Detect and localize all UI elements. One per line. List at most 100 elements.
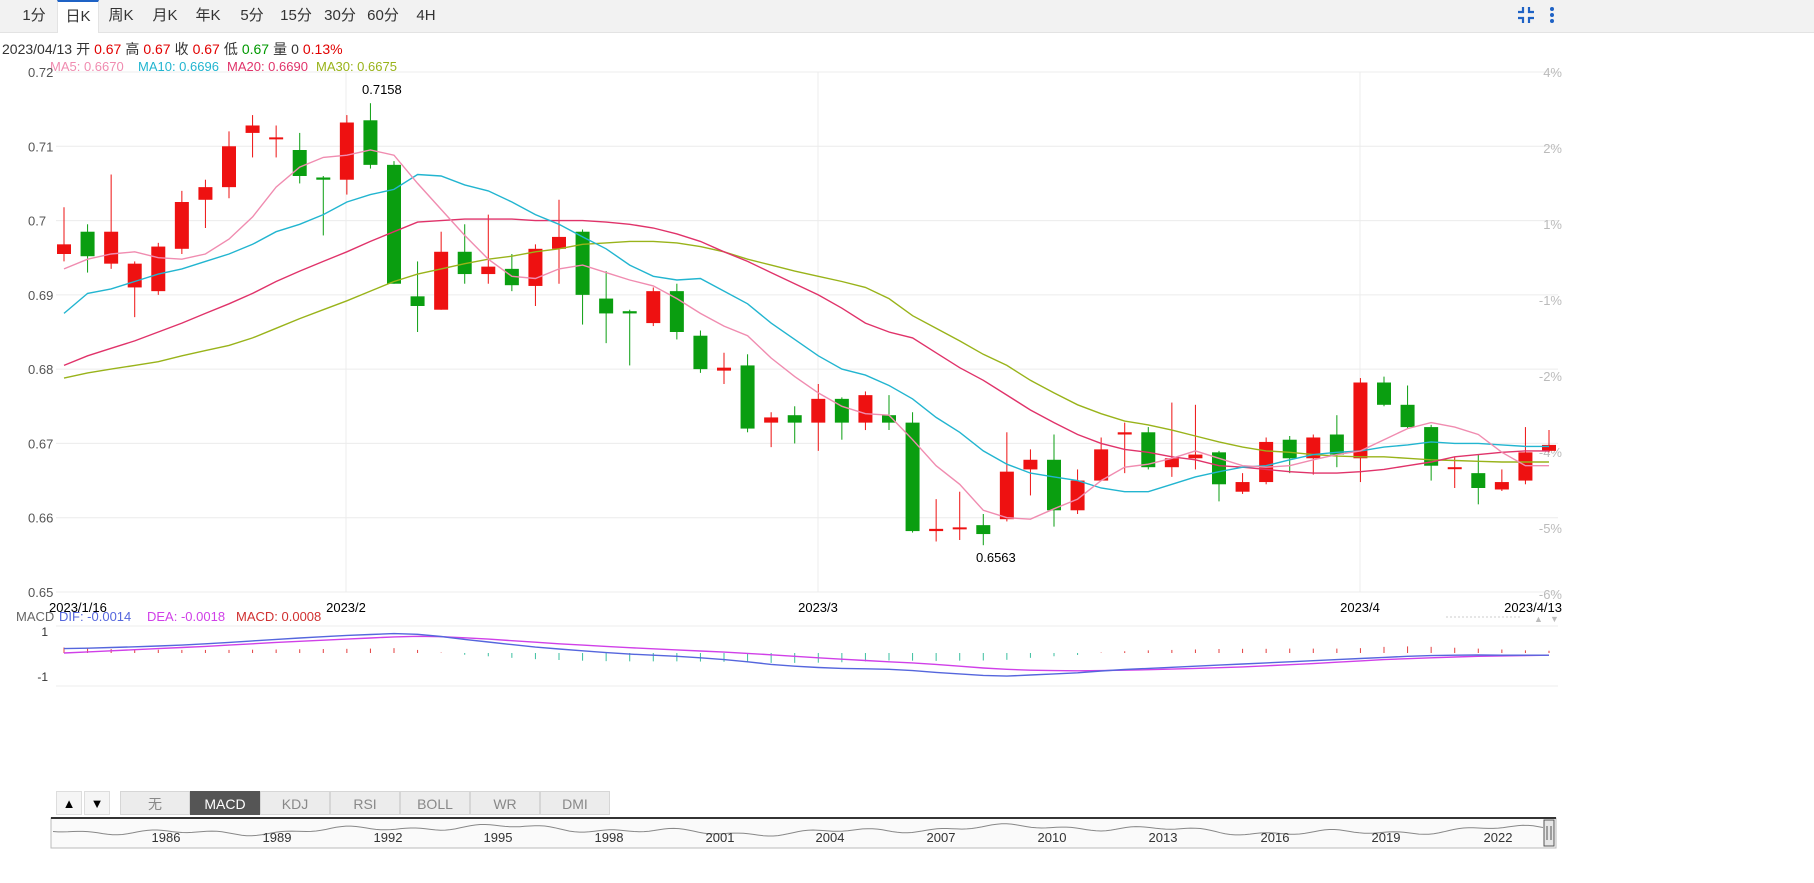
navigator-year-label: 2010 (1038, 830, 1067, 845)
candle-body (174, 202, 189, 249)
y-tick-label: 0.72 (28, 68, 53, 80)
navigator-year-label: 1986 (152, 830, 181, 845)
volume-value: 0 (291, 41, 299, 57)
indicator-tab-rsi[interactable]: RSI (330, 791, 400, 815)
tab-5min[interactable]: 5分 (240, 7, 264, 24)
candlestick-chart[interactable]: 0.72 0.71 0.7 0.69 0.68 0.67 0.66 0.65 4% 2% 1% -1%… (0, 68, 1814, 790)
candle-body (339, 122, 354, 180)
candle-body (316, 177, 331, 180)
candle-body (1353, 382, 1368, 459)
candle-body (1212, 452, 1226, 485)
tab-daily-k[interactable]: 日K (57, 0, 99, 33)
low-annotation: 0.6563 (976, 550, 1016, 565)
navigator-year-label: 2019 (1372, 830, 1401, 845)
candle-body (269, 137, 284, 140)
pct-tick-label: 2% (1543, 141, 1562, 156)
indicator-tab-macd[interactable]: MACD (190, 791, 260, 815)
info-date: 2023/04/13 (2, 41, 73, 57)
candle-body (787, 415, 802, 423)
timeframe-tab-bar: 1分 日K 周K 月K 年K 5分 15分 30分 60分 4H (0, 0, 1814, 33)
y-tick-label: 0.7 (28, 214, 46, 229)
x-label: 2023/4/13 (1504, 600, 1562, 615)
ma10-legend: MA10: 0.6696 (138, 59, 219, 74)
open-value: 0.67 (94, 41, 122, 57)
tab-15min[interactable]: 15分 (280, 7, 312, 24)
candle-body (740, 365, 755, 429)
tab-60min[interactable]: 60分 (367, 7, 399, 24)
candle-body (104, 231, 119, 264)
high-annotation: 0.7158 (362, 82, 402, 97)
candle-body (434, 251, 449, 310)
candle-body (1518, 452, 1533, 481)
candle-body (1400, 404, 1415, 428)
indicator-tab-boll[interactable]: BOLL (400, 791, 470, 815)
macd-label: MACD (16, 609, 54, 624)
macd-dif-legend: DIF: -0.0014 (59, 609, 131, 624)
volume-label: 量 (273, 41, 288, 57)
x-label: 2023/2 (326, 600, 366, 615)
range-navigator[interactable]: 1986 1989 1992 1995 1998 2001 2004 2007 2010 2013… (0, 816, 1814, 852)
navigator-year-label: 1992 (374, 830, 403, 845)
tab-30min[interactable]: 30分 (324, 7, 356, 24)
candle-body (1424, 427, 1439, 466)
y-tick-label: 0.69 (28, 288, 53, 303)
candle-body (622, 311, 637, 314)
candle-body (999, 471, 1014, 520)
candle-body (905, 422, 920, 532)
candle-body (882, 415, 896, 423)
candle-body (858, 395, 873, 423)
next-indicator-button[interactable]: ▼ (84, 791, 110, 815)
prev-indicator-button[interactable]: ▲ (56, 791, 82, 815)
y-tick-label: 0.67 (28, 436, 53, 451)
candle-body (811, 398, 826, 423)
candle-body (57, 244, 71, 254)
indicator-tab-none[interactable]: 无 (120, 791, 190, 815)
candle-body (245, 125, 260, 133)
candle-body (646, 291, 661, 324)
navigator-year-label: 1989 (263, 830, 292, 845)
candle-body (1447, 467, 1462, 470)
candle-body (693, 335, 708, 370)
candle-body (1070, 480, 1085, 511)
navigator-year-label: 2013 (1149, 830, 1178, 845)
indicator-tab-wr[interactable]: WR (470, 791, 540, 815)
candle-body (1306, 437, 1321, 459)
navigator-year-label: 2022 (1484, 830, 1513, 845)
pct-tick-label: -5% (1539, 521, 1563, 536)
candle-body (1494, 482, 1509, 490)
candle-body (1542, 444, 1556, 451)
navigator-handle (1543, 819, 1555, 847)
more-vertical-icon[interactable] (1543, 4, 1561, 26)
collapse-icon[interactable] (1515, 4, 1537, 26)
candle-body (764, 417, 779, 423)
indicator-tab-dmi[interactable]: DMI (540, 791, 610, 815)
tab-monthly-k[interactable]: 月K (152, 7, 178, 24)
candle-body (1023, 459, 1038, 470)
candle-body (1094, 449, 1109, 481)
tab-4h[interactable]: 4H (416, 7, 436, 24)
navigator-year-label: 2007 (927, 830, 956, 845)
y-tick-label: 0.68 (28, 362, 53, 377)
tab-weekly-k[interactable]: 周K (108, 7, 134, 24)
close-label: 收 (174, 41, 189, 57)
tab-1min[interactable]: 1分 (22, 7, 46, 24)
indicator-tab-kdj[interactable]: KDJ (260, 791, 330, 815)
candle-body (1164, 458, 1179, 468)
ma30-line (63, 240, 1549, 463)
tab-yearly-k[interactable]: 年K (195, 7, 221, 24)
candle-body (528, 248, 543, 286)
macd-tick-label: 1 (41, 625, 48, 639)
navigator-year-label: 1995 (484, 830, 513, 845)
ma10-line (63, 173, 1549, 493)
navigator-year-label: 2004 (816, 830, 845, 845)
pct-tick-label: 1% (1543, 217, 1562, 232)
candle-body (222, 146, 236, 188)
high-value: 0.67 (143, 41, 171, 57)
ma5-line (63, 149, 1549, 520)
macd-dea-legend: DEA: -0.0018 (147, 609, 225, 624)
candle-body (976, 525, 991, 535)
pct-tick-label: -2% (1539, 369, 1563, 384)
candle-body (834, 398, 849, 423)
candle-body (1141, 432, 1156, 468)
candle-body (1329, 434, 1344, 455)
